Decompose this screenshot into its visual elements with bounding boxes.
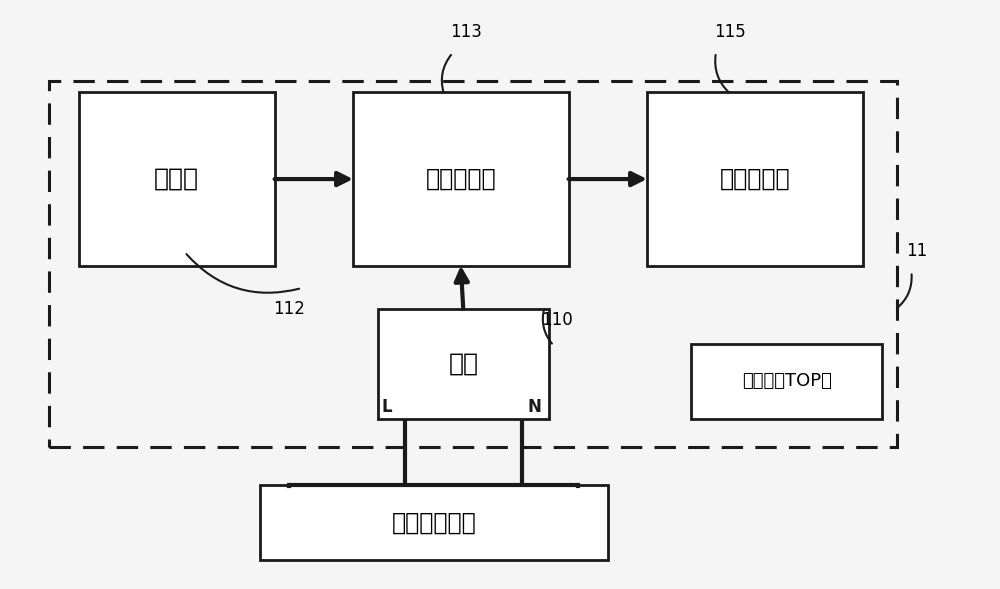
Text: 110: 110 — [541, 312, 573, 329]
Text: 11: 11 — [906, 242, 927, 260]
Text: 发射板（TOP）: 发射板（TOP） — [742, 372, 832, 390]
Bar — [647, 92, 863, 266]
Text: 发射器: 发射器 — [154, 167, 199, 191]
Text: N: N — [527, 398, 541, 416]
Text: 电源: 电源 — [448, 352, 478, 376]
Bar — [79, 92, 275, 266]
Text: 115: 115 — [714, 23, 746, 41]
Bar — [260, 485, 608, 560]
Text: 中央处理器: 中央处理器 — [425, 167, 496, 191]
Text: 112: 112 — [273, 300, 305, 318]
Bar — [353, 92, 569, 266]
Text: 113: 113 — [450, 23, 482, 41]
Bar — [49, 81, 897, 448]
Bar — [691, 343, 882, 419]
Text: 温度传感器: 温度传感器 — [719, 167, 790, 191]
Text: 上供电连接件: 上供电连接件 — [391, 511, 476, 534]
Bar — [378, 309, 549, 419]
Text: L: L — [382, 398, 393, 416]
